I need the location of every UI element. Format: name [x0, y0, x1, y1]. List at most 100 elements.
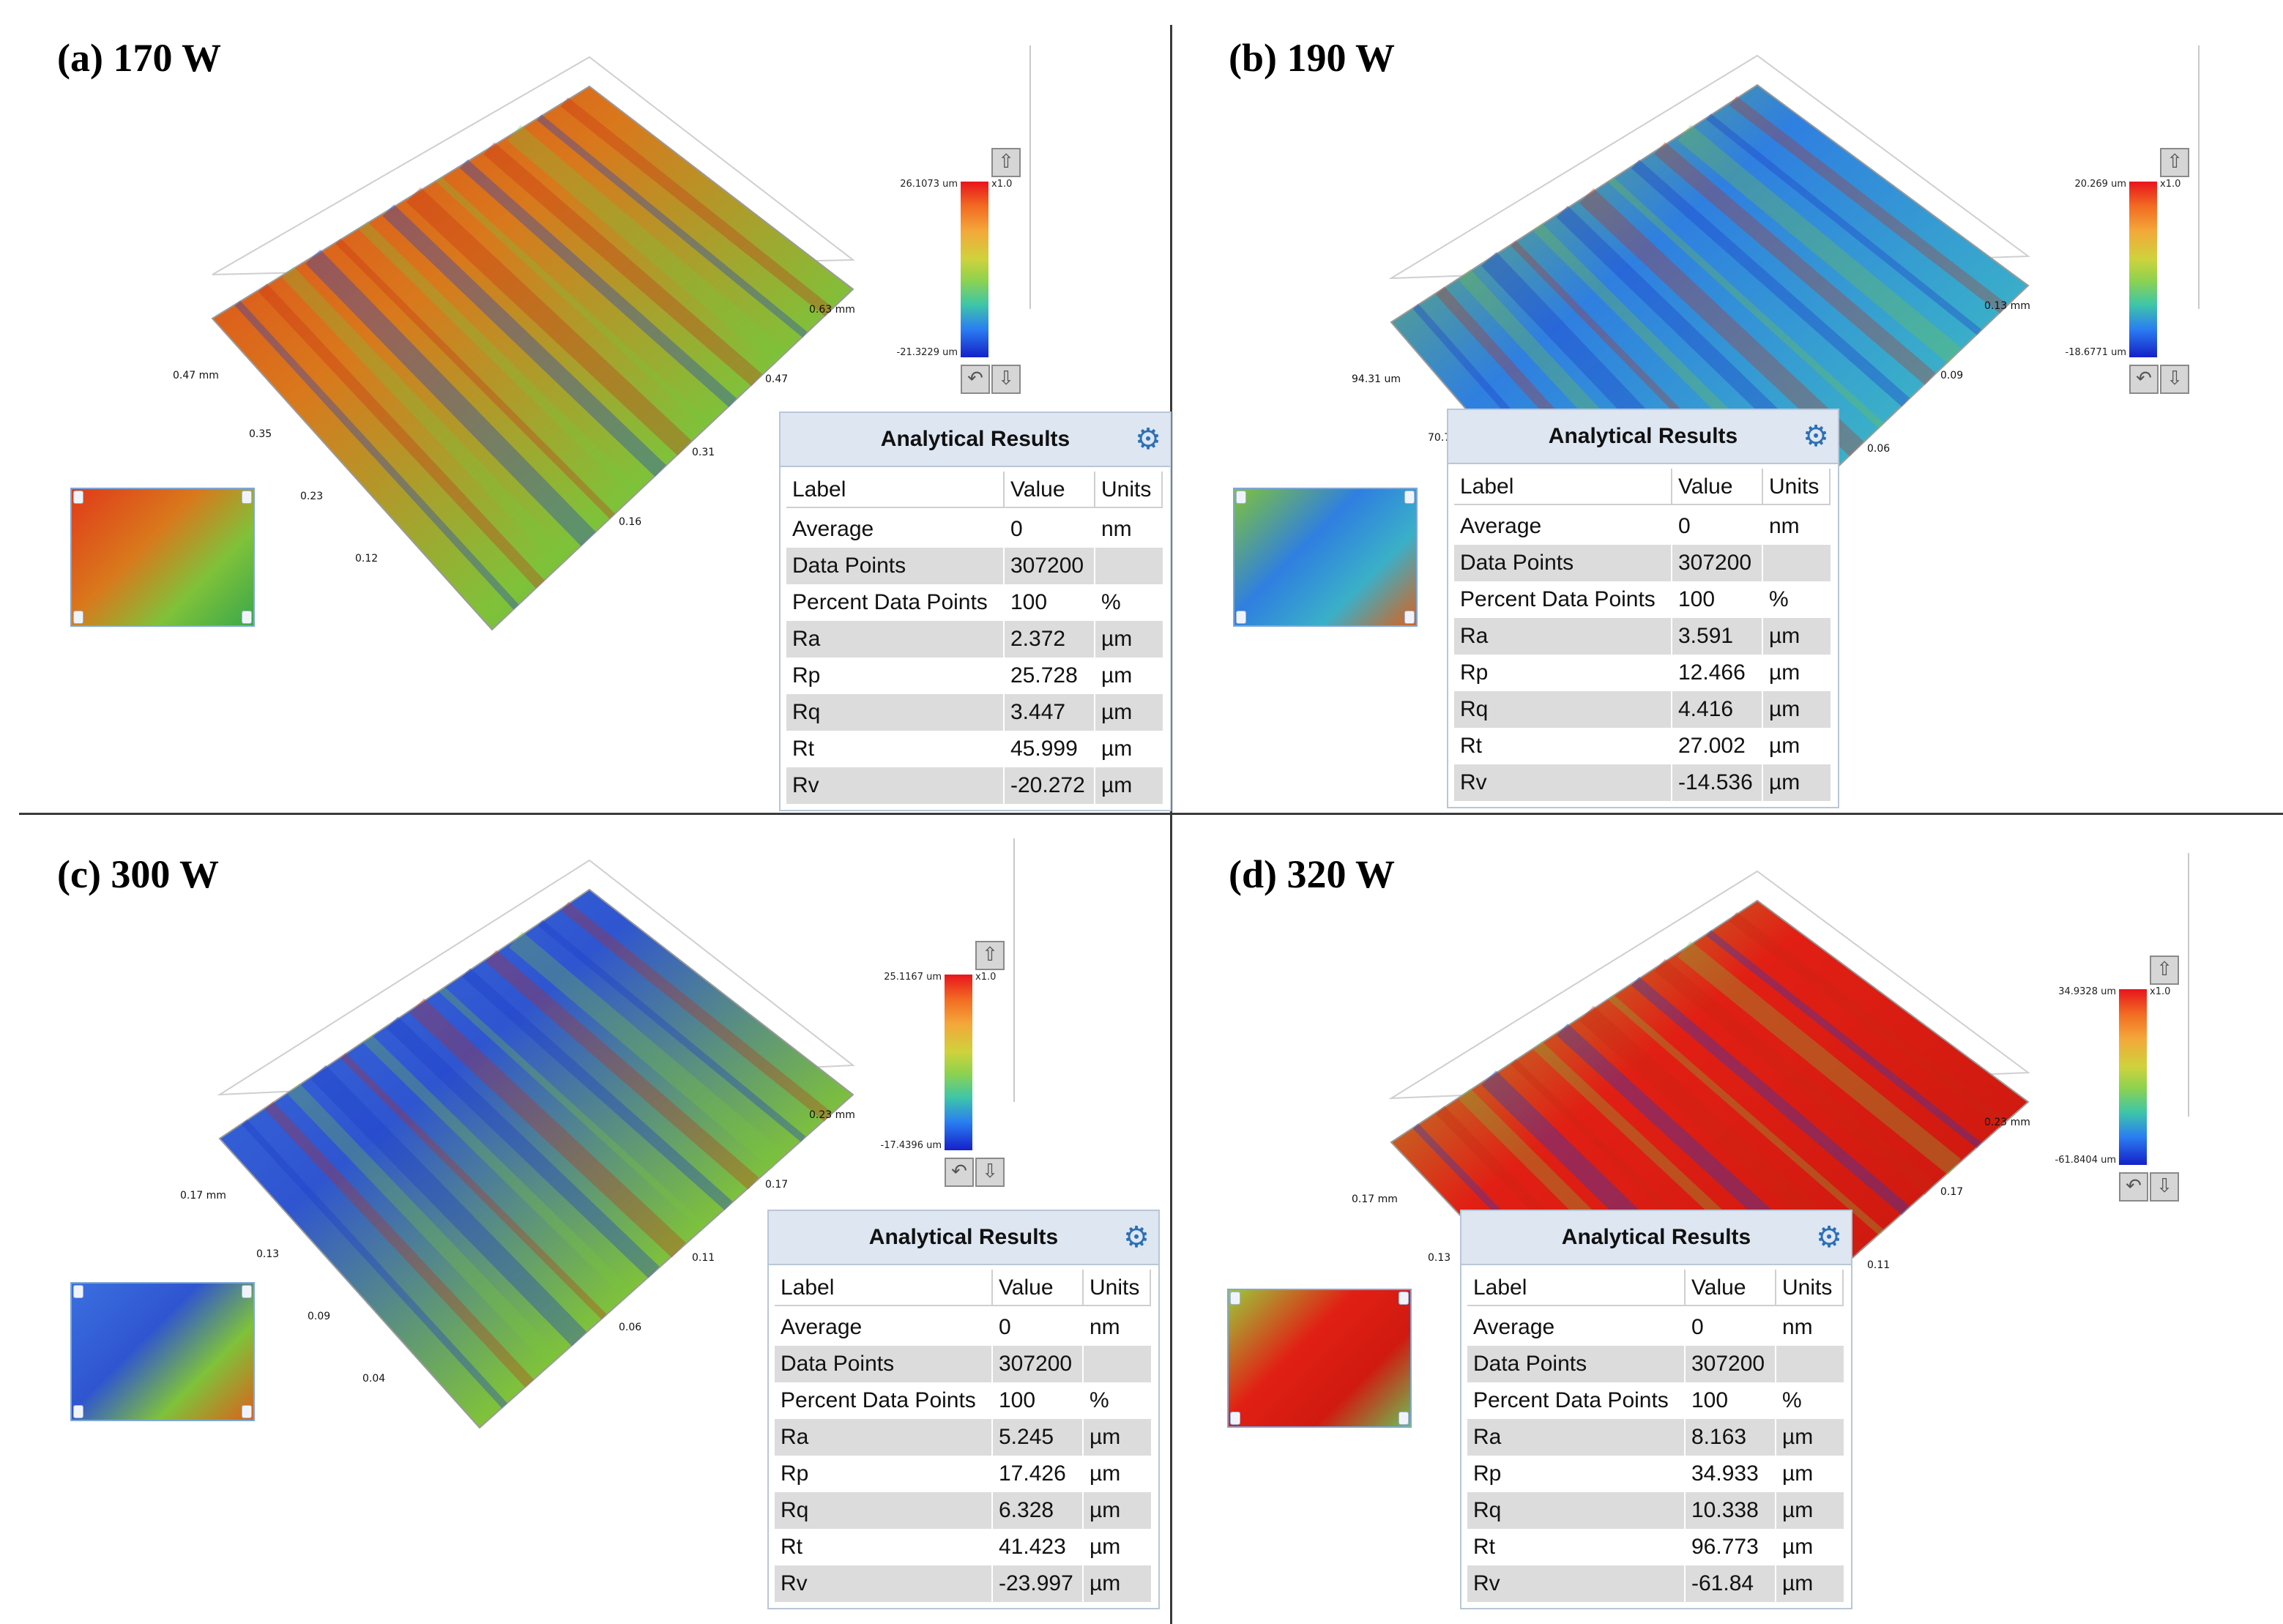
surface-streak	[406, 187, 692, 456]
table-row[interactable]: Percent Data Points 100%	[1454, 581, 1831, 618]
column-header[interactable]: Label	[1454, 469, 1672, 505]
surface-thumbnail[interactable]	[70, 488, 255, 627]
thumbnail-corner-handle[interactable]	[1236, 491, 1246, 504]
panel-3: (d) 320 W0.17 mm0.130.090.040.23 mm0.170…	[1172, 816, 2283, 1622]
gear-icon[interactable]: ⚙	[1803, 420, 1829, 453]
cell-value: 4.416	[1672, 691, 1763, 728]
column-header[interactable]: Label	[786, 472, 1005, 508]
gear-icon[interactable]: ⚙	[1135, 422, 1161, 456]
thumbnail-corner-handle[interactable]	[73, 1405, 83, 1418]
table-row[interactable]: Rq 3.447 µm	[786, 694, 1163, 731]
table-row[interactable]: Rv -20.272 µm	[786, 767, 1163, 804]
table-row[interactable]: Rq 10.338 µm	[1467, 1492, 1844, 1529]
axis-tick-label: 0.13 mm	[1984, 300, 2030, 312]
thumbnail-corner-handle[interactable]	[242, 611, 252, 624]
column-header[interactable]: Label	[775, 1270, 993, 1306]
table-row[interactable]: Rv -14.536 µm	[1454, 764, 1831, 801]
cell-value: 5.245	[993, 1419, 1084, 1456]
table-row[interactable]: Percent Data Points 100%	[786, 584, 1163, 621]
thumbnail-corner-handle[interactable]	[1236, 611, 1246, 624]
table-row[interactable]: Average 0 nm	[775, 1309, 1151, 1346]
table-row[interactable]: Rp 25.728 µm	[786, 658, 1163, 694]
table-row[interactable]: Ra 2.372 µm	[786, 621, 1163, 658]
axis-tick-label: 0.04	[362, 1373, 386, 1385]
arrow-down-icon[interactable]: ⇩	[2160, 365, 2189, 394]
column-header[interactable]: Units	[1095, 472, 1163, 508]
column-header[interactable]: Value	[1005, 472, 1095, 508]
table-row[interactable]: Rq 6.328 µm	[775, 1492, 1151, 1529]
surface-streak	[1631, 159, 1910, 407]
table-row[interactable]: Average 0 nm	[786, 511, 1163, 548]
reset-icon[interactable]: ↶	[961, 365, 990, 394]
table-row[interactable]: Rv -23.997 µm	[775, 1565, 1151, 1602]
arrow-up-icon[interactable]: ⇧	[991, 148, 1021, 177]
thumbnail-corner-handle[interactable]	[242, 1405, 252, 1418]
cell-label: Average	[775, 1309, 993, 1346]
table-row[interactable]: Rt 96.773 µm	[1467, 1529, 1844, 1565]
table-row[interactable]: Rt 27.002 µm	[1454, 728, 1831, 764]
table-row[interactable]: Percent Data Points 100%	[1467, 1382, 1844, 1419]
column-header[interactable]: Value	[1686, 1270, 1776, 1306]
surface-thumbnail[interactable]	[1233, 488, 1418, 627]
thumbnail-corner-handle[interactable]	[1230, 1292, 1240, 1305]
thumbnail-corner-handle[interactable]	[242, 491, 252, 504]
table-row[interactable]: Ra 3.591 µm	[1454, 618, 1831, 655]
arrow-down-icon[interactable]: ⇩	[991, 365, 1021, 394]
surface-3d-plot[interactable]	[0, 0, 1164, 732]
table-row[interactable]: Rq 4.416 µm	[1454, 691, 1831, 728]
surface-streak	[462, 968, 733, 1210]
thumbnail-corner-handle[interactable]	[1230, 1412, 1240, 1425]
column-header[interactable]: Value	[993, 1270, 1084, 1306]
arrow-up-icon[interactable]: ⇧	[2160, 148, 2189, 177]
table-row[interactable]: Data Points 307200	[775, 1346, 1151, 1382]
reset-icon[interactable]: ↶	[2119, 1172, 2148, 1202]
table-row[interactable]: Rp 17.426 µm	[775, 1456, 1151, 1492]
thumbnail-corner-handle[interactable]	[73, 611, 83, 624]
thumbnail-corner-handle[interactable]	[242, 1285, 252, 1298]
cell-label: Percent Data Points	[1467, 1382, 1686, 1419]
table-row[interactable]: Percent Data Points 100%	[775, 1382, 1151, 1419]
reset-icon[interactable]: ↶	[2129, 365, 2159, 394]
arrow-down-icon[interactable]: ⇩	[2150, 1172, 2179, 1202]
thumbnail-corner-handle[interactable]	[73, 491, 83, 504]
table-row[interactable]: Rt 41.423 µm	[775, 1529, 1151, 1565]
surface-streak	[335, 238, 615, 519]
column-header[interactable]: Units	[1084, 1270, 1151, 1306]
gear-icon[interactable]: ⚙	[1816, 1221, 1842, 1254]
table-row[interactable]: Rp 12.466 µm	[1454, 655, 1831, 691]
arrow-up-icon[interactable]: ⇧	[975, 941, 1005, 970]
table-row[interactable]: Average 0 nm	[1467, 1309, 1844, 1346]
column-header[interactable]: Value	[1672, 469, 1763, 505]
table-row[interactable]: Data Points 307200	[786, 548, 1163, 584]
cell-units	[1776, 1346, 1844, 1382]
surface-3d-plot[interactable]	[0, 816, 1164, 1549]
surface-thumbnail[interactable]	[70, 1282, 255, 1421]
thumbnail-corner-handle[interactable]	[1404, 491, 1415, 504]
thumbnail-corner-handle[interactable]	[73, 1285, 83, 1298]
arrow-down-icon[interactable]: ⇩	[975, 1158, 1005, 1187]
surface-streak	[439, 986, 707, 1231]
table-row[interactable]: Ra 5.245 µm	[775, 1419, 1151, 1456]
cell-units: µm	[1084, 1565, 1151, 1602]
surface-streak	[507, 124, 788, 365]
reset-icon[interactable]: ↶	[945, 1158, 974, 1187]
table-row[interactable]: Rp 34.933 µm	[1467, 1456, 1844, 1492]
table-row[interactable]: Rt 45.999 µm	[786, 731, 1163, 767]
table-row[interactable]: Rv -61.84 µm	[1467, 1565, 1844, 1602]
gear-icon[interactable]: ⚙	[1123, 1221, 1150, 1254]
table-row[interactable]: Average 0 nm	[1454, 508, 1831, 545]
cell-value: 0	[1672, 508, 1763, 545]
arrow-up-icon[interactable]: ⇧	[2150, 956, 2179, 985]
table-row[interactable]: Data Points 307200	[1467, 1346, 1844, 1382]
table-row[interactable]: Ra 8.163 µm	[1467, 1419, 1844, 1456]
cell-units: %	[1763, 581, 1831, 618]
surface-thumbnail[interactable]	[1227, 1289, 1412, 1428]
table-row[interactable]: Data Points 307200	[1454, 545, 1831, 581]
column-header[interactable]: Label	[1467, 1270, 1686, 1306]
column-header[interactable]: Units	[1776, 1270, 1844, 1306]
scale-multiplier: x1.0	[2150, 986, 2171, 997]
thumbnail-corner-handle[interactable]	[1399, 1412, 1409, 1425]
thumbnail-corner-handle[interactable]	[1399, 1292, 1409, 1305]
thumbnail-corner-handle[interactable]	[1404, 611, 1415, 624]
column-header[interactable]: Units	[1763, 469, 1831, 505]
